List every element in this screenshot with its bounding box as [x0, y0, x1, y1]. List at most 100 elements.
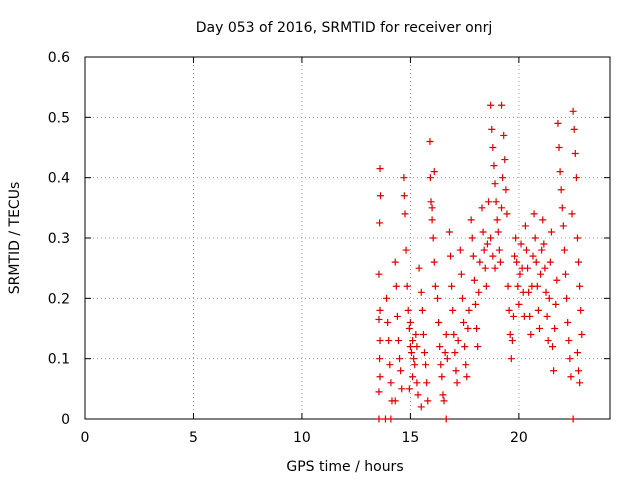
data-point [499, 174, 507, 182]
data-point [405, 385, 413, 393]
data-point [402, 246, 410, 254]
data-point [449, 306, 457, 314]
data-point [421, 349, 429, 357]
data-point [460, 318, 468, 326]
data-point [426, 137, 434, 145]
data-point [376, 165, 384, 173]
data-point [541, 264, 549, 272]
data-point [441, 349, 449, 357]
data-point [406, 318, 414, 326]
data-point [418, 306, 426, 314]
data-point [397, 367, 405, 375]
data-point [417, 288, 425, 296]
data-point [400, 174, 408, 182]
data-point [437, 361, 445, 369]
data-point [512, 234, 520, 242]
data-point [417, 403, 425, 411]
data-point [551, 325, 559, 332]
data-point [453, 379, 461, 387]
data-point [545, 294, 553, 302]
data-point [411, 361, 419, 369]
data-point [456, 246, 464, 254]
data-point [505, 306, 513, 314]
data-point [517, 240, 525, 248]
data-point [479, 228, 487, 236]
data-point [431, 282, 439, 290]
data-point [527, 331, 535, 339]
data-point [384, 318, 392, 326]
x-tick-label: 5 [189, 430, 198, 446]
data-point [375, 315, 383, 323]
data-point [495, 246, 503, 254]
data-point [552, 300, 560, 308]
data-point [575, 367, 583, 375]
data-point [442, 331, 450, 339]
data-point [423, 379, 431, 387]
data-point [567, 373, 575, 381]
data-point [540, 240, 548, 248]
data-point [429, 234, 437, 242]
data-point [458, 294, 466, 302]
data-point [469, 252, 477, 260]
data-point [376, 373, 384, 381]
data-point [566, 355, 574, 363]
data-point [419, 331, 427, 339]
data-point [405, 325, 413, 332]
data-point [570, 125, 578, 133]
data-point [578, 331, 586, 339]
data-point [506, 331, 514, 339]
data-point [494, 228, 502, 236]
data-point [481, 264, 489, 272]
data-point [462, 361, 470, 369]
data-point [543, 312, 551, 320]
data-point [394, 337, 402, 345]
data-point [386, 361, 394, 369]
data-point [503, 210, 511, 218]
data-point [575, 258, 583, 266]
data-point [409, 337, 417, 345]
data-point [498, 101, 506, 109]
data-point [482, 282, 490, 290]
data-point [439, 391, 447, 399]
data-point [577, 306, 585, 314]
data-point [513, 258, 521, 266]
data-point [537, 270, 545, 278]
data-point [542, 288, 550, 296]
data-point [396, 355, 404, 363]
data-point [470, 276, 478, 284]
data-point [524, 264, 532, 272]
y-tick-label: 0.4 [48, 171, 70, 187]
data-point [483, 240, 491, 248]
data-point [426, 174, 434, 182]
data-point [463, 373, 471, 381]
data-point [562, 270, 570, 278]
data-point [480, 246, 488, 254]
data-point [521, 222, 529, 230]
data-point [465, 306, 473, 314]
data-point [375, 388, 383, 396]
data-point [447, 252, 455, 260]
data-point [475, 288, 483, 296]
data-point [424, 397, 432, 405]
data-point [428, 216, 436, 224]
data-point [435, 318, 443, 326]
data-point [546, 258, 554, 266]
data-point [508, 337, 516, 345]
data-point [500, 131, 508, 139]
data-point [490, 162, 498, 170]
y-axis: 0 0.1 0.2 0.3 0.4 0.5 0.6 [48, 50, 610, 428]
data-point [501, 156, 509, 164]
data-point [550, 367, 558, 375]
data-point [376, 219, 384, 227]
data-point [553, 276, 561, 284]
x-tick-label: 10 [293, 430, 311, 446]
y-tick-label: 0 [61, 412, 70, 428]
data-point [535, 325, 543, 332]
data-point [571, 150, 579, 158]
x-tick-label: 20 [510, 430, 528, 446]
data-point [509, 312, 517, 320]
grid-lines [85, 57, 610, 419]
data-point [563, 294, 571, 302]
data-points [375, 101, 586, 423]
